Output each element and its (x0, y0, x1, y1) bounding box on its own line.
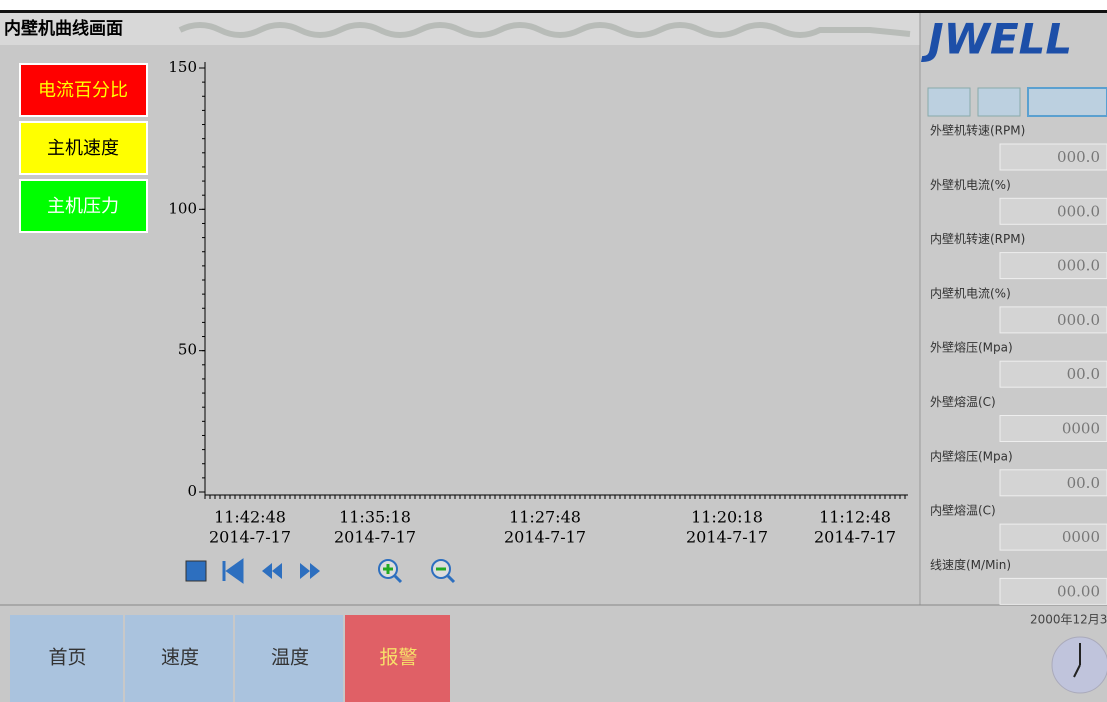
legend-label: 主机速度 (47, 138, 119, 159)
reading-value: 00.0 (1067, 474, 1100, 492)
nav-label: 首页 (48, 647, 86, 669)
x-tick-date: 2014-7-17 (209, 528, 291, 547)
reading-label: 内壁熔压(Mpa) (930, 448, 1013, 463)
reading-label: 外壁机转速(RPM) (930, 123, 1025, 138)
stop-button[interactable] (186, 561, 206, 581)
page: 内壁机曲线画面 JWELL 电流百分比主机速度主机压力 0 50 100 150 11:4… (0, 0, 1107, 702)
reading-value: 00.0 (1067, 365, 1100, 383)
reading-value: 000.0 (1057, 148, 1100, 166)
reading-label: 外壁熔温(C) (930, 394, 996, 409)
reading-value: 0000 (1062, 420, 1100, 438)
x-tick-time: 11:35:18 (339, 508, 411, 527)
top-border (0, 10, 1107, 13)
x-tick-time: 11:20:18 (691, 508, 763, 527)
nav-label: 速度 (161, 647, 199, 669)
panel-icons (928, 88, 1107, 116)
clock (1052, 637, 1107, 693)
x-tick-time: 11:27:48 (509, 508, 581, 527)
x-tick-date: 2014-7-17 (686, 528, 768, 547)
reading-label: 外壁机电流(%) (930, 177, 1011, 192)
reading-value: 000.0 (1057, 257, 1100, 275)
date: 2000年12月31日 (1030, 613, 1107, 627)
y-tick-label: 50 (178, 341, 197, 359)
x-tick-date: 2014-7-17 (504, 528, 586, 547)
nav-label: 报警 (379, 647, 417, 669)
legend-label: 主机压力 (47, 196, 119, 217)
reading-value: 00.00 (1057, 582, 1100, 600)
x-tick-time: 11:42:48 (214, 508, 286, 527)
reading-label: 内壁熔温(C) (930, 503, 996, 518)
x-tick-date: 2014-7-17 (334, 528, 416, 547)
nav-label: 温度 (271, 647, 309, 669)
reading-label: 线速度(M/Min) (930, 557, 1011, 572)
icon-button[interactable] (1028, 88, 1107, 116)
logo: JWELL (921, 15, 1072, 64)
page-title: 内壁机曲线画面 (4, 18, 123, 39)
x-tick-date: 2014-7-17 (814, 528, 896, 547)
y-tick-label: 150 (168, 58, 197, 76)
y-tick-label: 0 (187, 482, 197, 500)
icon-button[interactable] (928, 88, 970, 116)
screen: 内壁机曲线画面 JWELL 电流百分比主机速度主机压力 0 50 100 150 11:4… (0, 0, 1107, 702)
y-tick-label: 100 (168, 199, 197, 217)
x-tick-time: 11:12:48 (819, 508, 891, 527)
reading-label: 内壁机电流(%) (930, 285, 1011, 300)
reading-value: 000.0 (1057, 311, 1100, 329)
icon-button[interactable] (978, 88, 1020, 116)
legend-label: 电流百分比 (38, 80, 128, 101)
reading-value: 0000 (1062, 528, 1100, 546)
reading-value: 000.0 (1057, 202, 1100, 220)
reading-label: 内壁机转速(RPM) (930, 231, 1025, 246)
reading-label: 外壁熔压(Mpa) (930, 340, 1013, 355)
